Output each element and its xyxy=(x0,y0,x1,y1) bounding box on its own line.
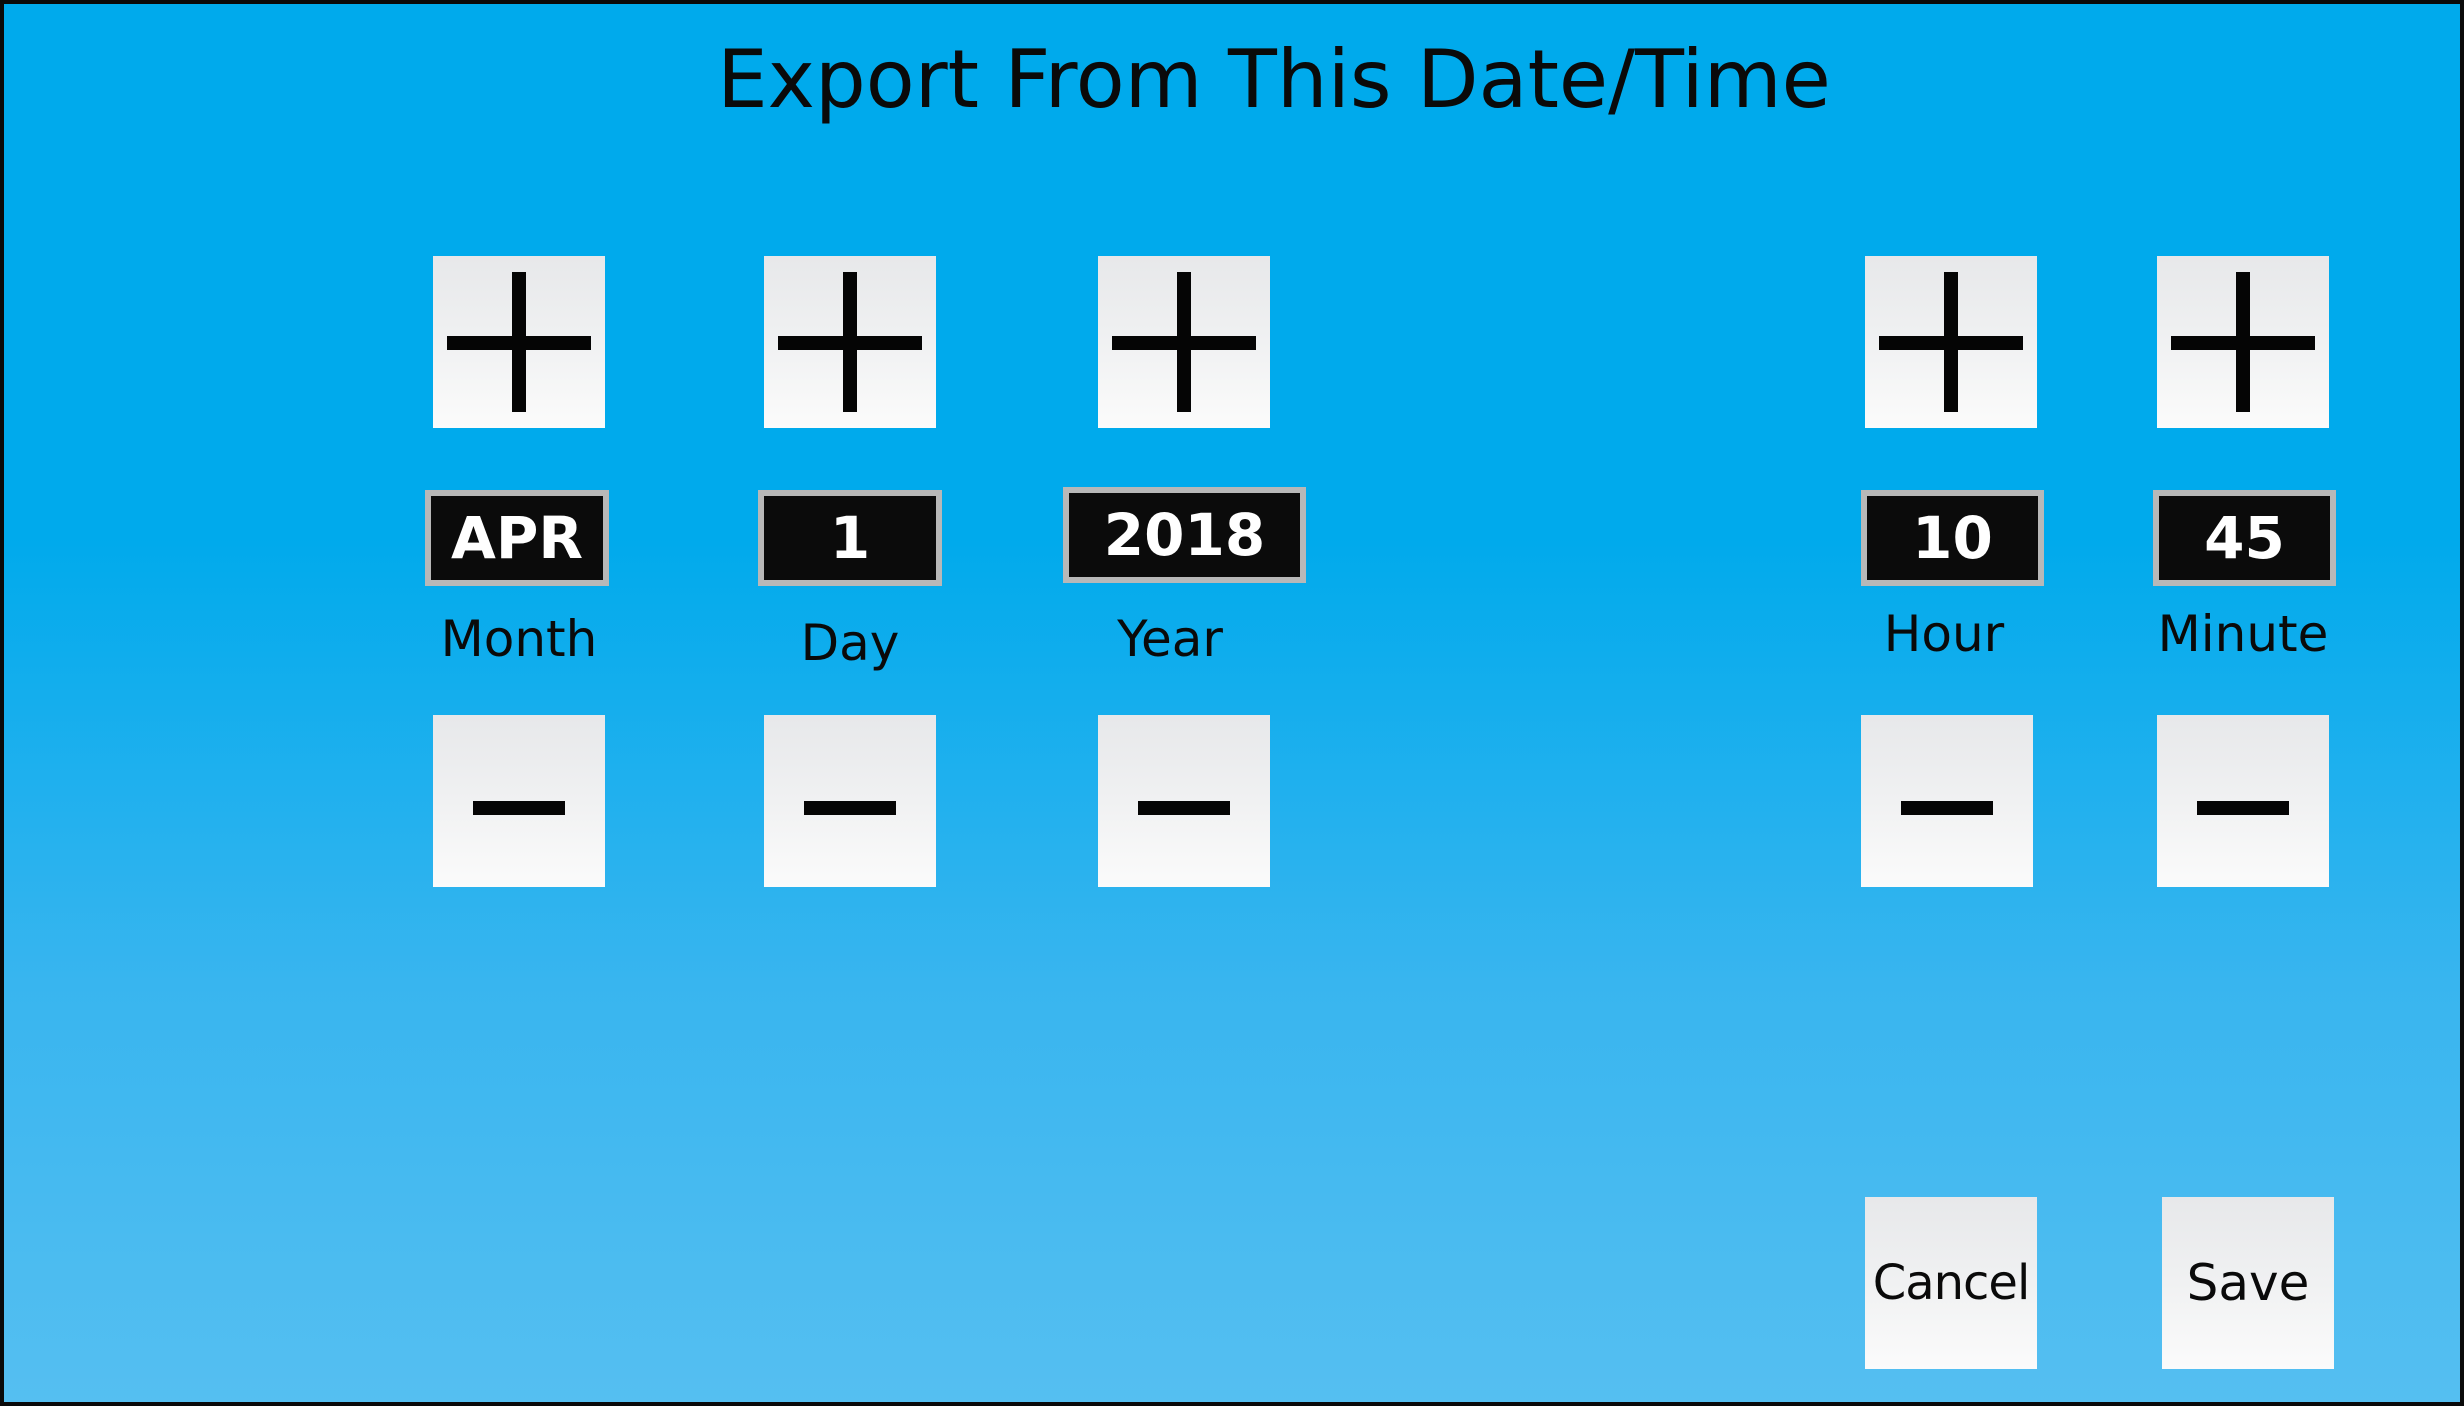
hour-increment-button[interactable] xyxy=(1865,256,2037,428)
day-increment-button[interactable] xyxy=(764,256,936,428)
month-value: APR xyxy=(425,490,609,586)
minute-decrement-button[interactable] xyxy=(2157,715,2329,887)
page-title: Export From This Date/Time xyxy=(717,33,1831,126)
minute-label: Minute xyxy=(2157,605,2329,663)
minute-value: 45 xyxy=(2153,490,2336,586)
month-increment-button[interactable] xyxy=(433,256,605,428)
hour-decrement-button[interactable] xyxy=(1861,715,2033,887)
year-label: Year xyxy=(1117,610,1223,668)
cancel-button[interactable]: Cancel xyxy=(1865,1197,2037,1369)
hour-value: 10 xyxy=(1861,490,2044,586)
month-label: Month xyxy=(440,610,598,668)
minute-increment-button[interactable] xyxy=(2157,256,2329,428)
day-label: Day xyxy=(800,614,900,672)
year-value: 2018 xyxy=(1063,487,1306,583)
year-decrement-button[interactable] xyxy=(1098,715,1270,887)
hour-label: Hour xyxy=(1883,605,2005,663)
year-increment-button[interactable] xyxy=(1098,256,1270,428)
day-value: 1 xyxy=(758,490,942,586)
save-button[interactable]: Save xyxy=(2162,1197,2334,1369)
month-decrement-button[interactable] xyxy=(433,715,605,887)
day-decrement-button[interactable] xyxy=(764,715,936,887)
